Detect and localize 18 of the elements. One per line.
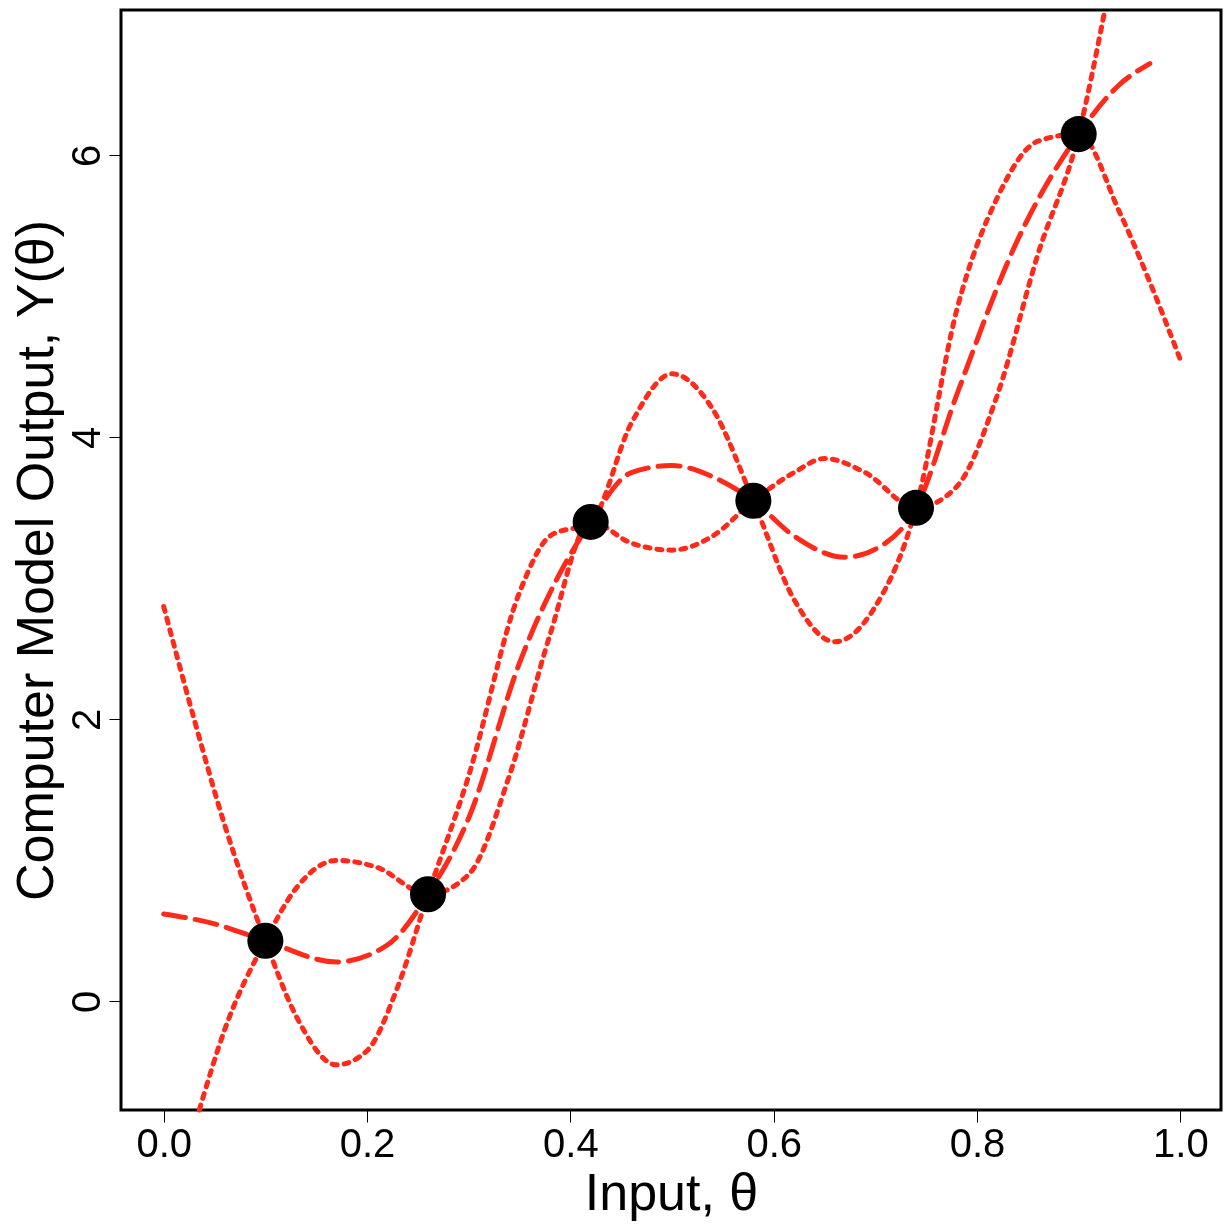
y-tick-label: 4	[63, 426, 108, 449]
point	[735, 482, 772, 519]
point	[1060, 116, 1097, 153]
point	[410, 876, 447, 913]
y-tick-label: 0	[63, 990, 108, 1014]
x-tick-label: 0.8	[949, 1120, 1006, 1165]
x-tick-label: 0.4	[543, 1120, 599, 1165]
x-tick-label: 0.0	[136, 1120, 192, 1165]
y-tick-label: 6	[63, 144, 108, 167]
point	[572, 503, 609, 540]
x-tick-label: 1.0	[1153, 1120, 1209, 1165]
point	[897, 489, 935, 526]
y-tick-label: 2	[63, 708, 108, 731]
x-tick-label: 0.6	[746, 1120, 802, 1165]
y-axis-title: Computer Model Output, Y(θ)	[5, 219, 64, 902]
x-axis-title: Input, θ	[584, 1162, 759, 1221]
point	[247, 922, 284, 959]
x-tick-label: 0.2	[339, 1120, 396, 1165]
